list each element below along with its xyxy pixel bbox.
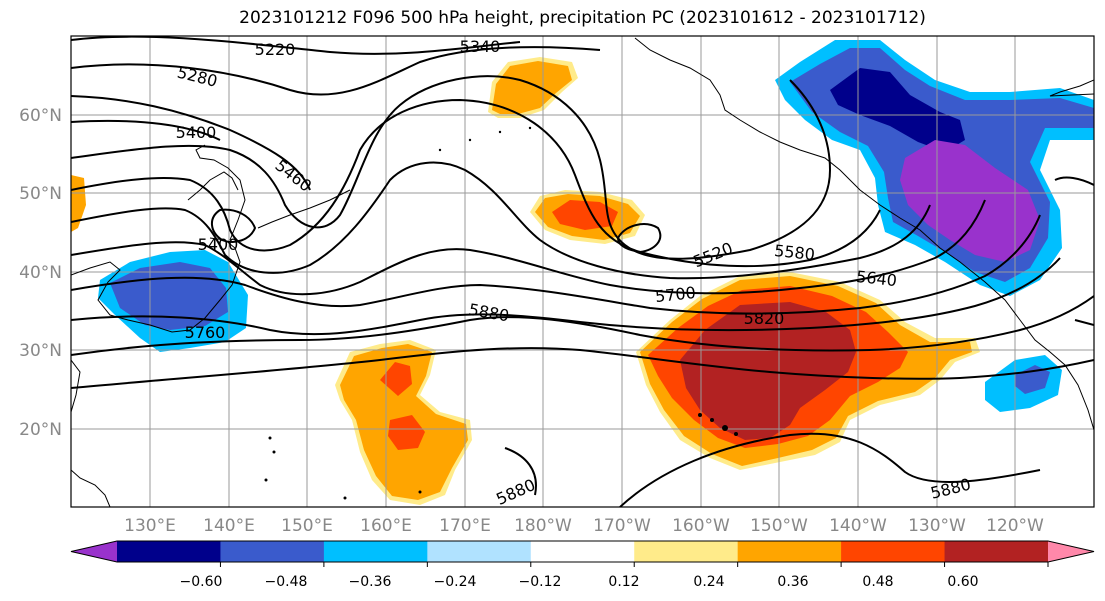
colorbar-outline [70, 540, 1095, 563]
colorbar-tick-labels: −0.60 −0.48 −0.36 −0.24 −0.12 0.12 0.24 … [180, 574, 979, 590]
lon-label: 170°W [593, 516, 651, 536]
map-frame [70, 35, 1095, 508]
colorbar-tick-label: −0.24 [434, 574, 477, 590]
colorbar-extend-low [71, 541, 117, 562]
colorbar-swatch [220, 541, 325, 562]
lon-label: 140°E [203, 516, 255, 536]
lon-label: 130°W [908, 516, 966, 536]
colorbar-swatch [944, 541, 1049, 562]
latitude-labels: 60°N 50°N 40°N 30°N 20°N [19, 106, 62, 440]
colorbar-extend-high [1048, 541, 1094, 562]
coastlines [71, 37, 1094, 507]
lat-label: 20°N [19, 420, 62, 440]
colorbar [70, 540, 1095, 567]
lon-label: 150°E [281, 516, 333, 536]
colorbar-tick-label: −0.12 [519, 574, 562, 590]
contour-label: 5400 [176, 123, 217, 142]
contour-label: 5700 [654, 283, 696, 306]
precip-positive-bering [488, 57, 578, 118]
lon-label: 140°W [829, 516, 887, 536]
contour-label: 5640 [855, 267, 897, 290]
lon-label: 170°E [439, 516, 491, 536]
colorbar-tick-label: −0.48 [265, 574, 308, 590]
colorbar-tick-label: 0.12 [608, 574, 639, 590]
lat-label: 30°N [19, 341, 62, 361]
colorbar-swatch [841, 541, 946, 562]
contour-label: 5220 [255, 40, 296, 59]
colorbar-tick-label: 0.36 [777, 574, 808, 590]
map-title: 2023101212 F096 500 hPa height, precipit… [239, 8, 926, 28]
precip-positive-subtropical-west [335, 340, 472, 505]
colorbar-tick-label: 0.60 [947, 574, 978, 590]
lon-label: 180°W [514, 516, 572, 536]
colorbar-tick-label: 0.48 [862, 574, 893, 590]
colorbar-swatch [117, 541, 221, 562]
longitude-labels: 130°E 140°E 150°E 160°E 170°E 180°W 170°… [124, 516, 1044, 536]
lat-label: 60°N [19, 106, 62, 126]
lat-label: 50°N [19, 184, 62, 204]
colorbar-tick-label: −0.60 [180, 574, 223, 590]
lon-label: 150°W [750, 516, 808, 536]
colorbar-tick-label: 0.24 [693, 574, 724, 590]
precip-positive-north-central [530, 190, 645, 244]
contour-label: 5820 [744, 309, 785, 328]
islands [264, 126, 738, 500]
colorbar-tick-label: −0.36 [349, 574, 392, 590]
lon-label: 120°W [986, 516, 1044, 536]
colorbar-swatch [737, 541, 842, 562]
colorbar-swatch [323, 541, 428, 562]
contour-label: 5760 [185, 323, 226, 342]
height-contours [71, 36, 1094, 507]
lon-label: 130°E [124, 516, 176, 536]
lon-label: 160°W [672, 516, 730, 536]
contour-label: 5580 [773, 241, 815, 264]
colorbar-swatch [530, 541, 635, 562]
contour-label: 5400 [198, 235, 239, 254]
lat-label: 40°N [19, 263, 62, 283]
colorbar-swatch [427, 541, 532, 562]
contour-label: 5340 [460, 37, 501, 56]
colorbar-swatch [634, 541, 739, 562]
lon-label: 160°E [360, 516, 412, 536]
